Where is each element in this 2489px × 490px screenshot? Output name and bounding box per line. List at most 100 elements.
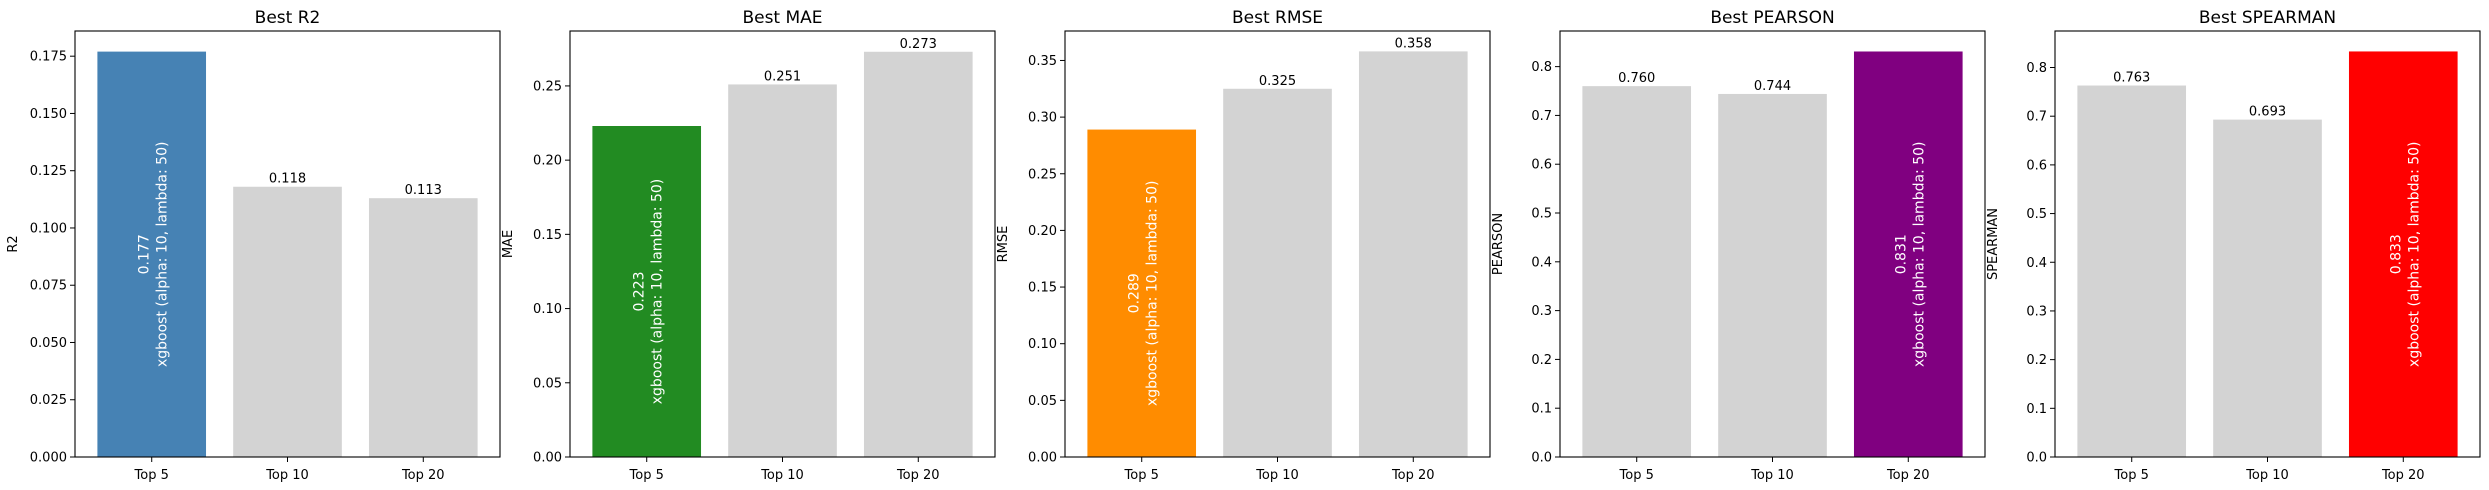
y-tick-label: 0.3 bbox=[1531, 304, 1552, 319]
bar-top-20 bbox=[2348, 51, 2458, 457]
y-tick-label: 0.000 bbox=[30, 451, 67, 466]
chart-title: Best PEARSON bbox=[1710, 8, 1834, 28]
y-tick-label: 0.15 bbox=[1028, 281, 1057, 296]
value-label: 0.325 bbox=[1259, 74, 1296, 89]
value-label: 0.693 bbox=[2249, 105, 2286, 120]
y-tick-label: 0.00 bbox=[533, 451, 562, 466]
x-tick-label: Top 10 bbox=[760, 468, 804, 483]
x-tick-label: Top 5 bbox=[1619, 468, 1654, 483]
x-tick-label: Top 10 bbox=[1255, 468, 1299, 483]
y-tick-label: 0.075 bbox=[30, 279, 67, 294]
chart-title: Best R2 bbox=[255, 8, 321, 28]
y-tick-label: 0.125 bbox=[30, 164, 67, 179]
y-tick-label: 0.1 bbox=[1531, 402, 1552, 417]
y-tick-label: 0.05 bbox=[1028, 394, 1057, 409]
best-bar-label: 0.223 xgboost (alpha: 10, lambda: 50) bbox=[632, 179, 666, 404]
y-axis-label: SPEARMAN bbox=[1986, 208, 2001, 280]
y-tick-label: 0.20 bbox=[533, 154, 562, 169]
x-tick-label: Top 5 bbox=[629, 468, 664, 483]
x-tick-label: Top 10 bbox=[2245, 468, 2289, 483]
x-tick-label: Top 20 bbox=[401, 468, 445, 483]
value-label: 0.744 bbox=[1754, 79, 1791, 94]
best-bar-label: 0.177 xgboost (alpha: 10, lambda: 50) bbox=[137, 142, 171, 367]
bar-top-10 bbox=[233, 186, 342, 458]
y-axis-label: PEARSON bbox=[1491, 213, 1506, 275]
bar-top-5 bbox=[1582, 86, 1692, 457]
best-bar-label: 0.833 xgboost (alpha: 10, lambda: 50) bbox=[2388, 141, 2422, 366]
y-tick-label: 0.050 bbox=[30, 336, 67, 351]
x-tick-label: Top 20 bbox=[1886, 468, 1930, 483]
x-tick-label: Top 10 bbox=[265, 468, 309, 483]
y-tick-label: 0.0 bbox=[2026, 451, 2047, 466]
y-tick-label: 0.8 bbox=[1531, 60, 1552, 75]
y-tick-label: 0.3 bbox=[2026, 304, 2047, 319]
chart-panel-3: 0.760 0.744 0.831 xgboost (alpha: 10, lambd… bbox=[1491, 8, 1986, 483]
bar-top-10 bbox=[1718, 93, 1827, 457]
y-tick-label: 0.2 bbox=[2026, 353, 2047, 368]
y-tick-label: 0.100 bbox=[30, 221, 67, 236]
y-tick-label: 0.7 bbox=[1531, 109, 1552, 124]
best-bar-label: 0.289 xgboost (alpha: 10, lambda: 50) bbox=[1127, 181, 1161, 406]
value-label: 0.760 bbox=[1618, 71, 1655, 86]
chart-panel-2: 0.289 xgboost (alpha: 10, lambda: 50) 0.32… bbox=[996, 8, 1491, 483]
bar-top-20 bbox=[863, 51, 973, 457]
value-label: 0.118 bbox=[269, 172, 306, 187]
y-tick-label: 0.15 bbox=[533, 228, 562, 243]
y-tick-label: 0.1 bbox=[2026, 402, 2047, 417]
bar-top-10 bbox=[728, 84, 837, 457]
y-tick-label: 0.7 bbox=[2026, 110, 2047, 125]
chart-title: Best RMSE bbox=[1232, 8, 1323, 28]
value-label: 0.358 bbox=[1395, 36, 1432, 51]
chart-title: Best SPEARMAN bbox=[2199, 8, 2336, 28]
y-tick-label: 0.10 bbox=[533, 302, 562, 317]
y-tick-label: 0.8 bbox=[2026, 61, 2047, 76]
x-tick-label: Top 5 bbox=[1124, 468, 1159, 483]
y-axis-label: RMSE bbox=[996, 226, 1011, 263]
y-tick-label: 0.6 bbox=[1531, 158, 1552, 173]
bar-top-5 bbox=[1087, 129, 1197, 457]
y-tick-label: 0.05 bbox=[533, 376, 562, 391]
y-tick-label: 0.2 bbox=[1531, 353, 1552, 368]
bar-top-5 bbox=[97, 51, 207, 458]
y-axis-label: R2 bbox=[6, 235, 21, 252]
y-tick-label: 0.4 bbox=[2026, 256, 2047, 271]
bar-top-5 bbox=[2077, 85, 2187, 457]
bar-top-5 bbox=[592, 126, 702, 457]
bar-top-10 bbox=[1223, 88, 1332, 457]
x-tick-label: Top 20 bbox=[1391, 468, 1435, 483]
bar-top-20 bbox=[1358, 51, 1468, 457]
bar-top-20 bbox=[1853, 51, 1963, 458]
value-label: 0.113 bbox=[405, 183, 442, 198]
y-tick-label: 0.25 bbox=[1028, 167, 1057, 182]
y-tick-label: 0.20 bbox=[1028, 224, 1057, 239]
y-tick-label: 0.6 bbox=[2026, 158, 2047, 173]
y-tick-label: 0.150 bbox=[30, 107, 67, 122]
x-tick-label: Top 20 bbox=[2381, 468, 2425, 483]
y-tick-label: 0.175 bbox=[30, 50, 67, 65]
y-tick-label: 0.35 bbox=[1028, 54, 1057, 69]
bar-top-20 bbox=[368, 198, 478, 457]
chart-title: Best MAE bbox=[742, 8, 822, 28]
y-tick-label: 0.025 bbox=[30, 393, 67, 408]
x-tick-label: Top 10 bbox=[1750, 468, 1794, 483]
bar-top-10 bbox=[2213, 119, 2322, 458]
y-tick-label: 0.5 bbox=[2026, 207, 2047, 222]
value-label: 0.763 bbox=[2113, 71, 2150, 86]
chart-panel-4: 0.763 0.693 0.833 xgboost (alpha: 10, lambd… bbox=[1986, 8, 2481, 483]
x-tick-label: Top 5 bbox=[2114, 468, 2149, 483]
chart-panel-0: 0.177 xgboost (alpha: 10, lambda: 50) 0.11… bbox=[6, 8, 501, 483]
y-axis-label: MAE bbox=[501, 230, 516, 258]
x-tick-label: Top 20 bbox=[896, 468, 940, 483]
best-bar-label: 0.831 xgboost (alpha: 10, lambda: 50) bbox=[1893, 142, 1927, 367]
y-tick-label: 0.00 bbox=[1028, 451, 1057, 466]
y-tick-label: 0.5 bbox=[1531, 207, 1552, 222]
chart-panel-1: 0.223 xgboost (alpha: 10, lambda: 50) 0.25… bbox=[501, 8, 996, 483]
y-tick-label: 0.25 bbox=[533, 79, 562, 94]
value-label: 0.251 bbox=[764, 69, 801, 84]
y-tick-label: 0.30 bbox=[1028, 111, 1057, 126]
y-tick-label: 0.0 bbox=[1531, 451, 1552, 466]
value-label: 0.273 bbox=[900, 37, 937, 52]
y-tick-label: 0.10 bbox=[1028, 337, 1057, 352]
x-tick-label: Top 5 bbox=[134, 468, 169, 483]
